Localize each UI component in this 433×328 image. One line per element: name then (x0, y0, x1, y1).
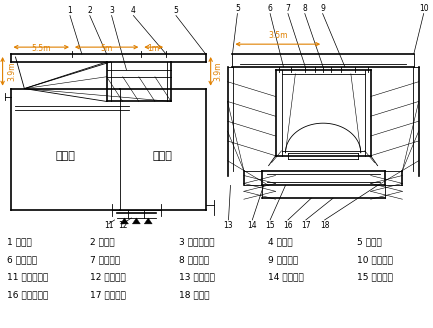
Text: 9 外模吊杆: 9 外模吊杆 (268, 255, 298, 264)
Text: 16: 16 (283, 221, 293, 230)
Polygon shape (132, 218, 140, 224)
Text: 5 前吊梁: 5 前吊梁 (357, 237, 382, 246)
Text: 4 主桁架: 4 主桁架 (268, 237, 293, 246)
Text: 5: 5 (235, 4, 240, 12)
Text: 15: 15 (265, 221, 275, 230)
Text: 13 外模滑道: 13 外模滑道 (179, 273, 215, 282)
Text: 2 后锚杆: 2 后锚杆 (90, 237, 114, 246)
Text: 18 外侧模: 18 外侧模 (179, 291, 210, 299)
Text: 7: 7 (285, 4, 291, 12)
Text: 17 底对拉杆: 17 底对拉杆 (90, 291, 126, 299)
Text: 3.9m: 3.9m (7, 62, 16, 81)
Text: 3: 3 (109, 6, 114, 14)
Text: 14: 14 (248, 221, 257, 230)
Text: 17: 17 (301, 221, 310, 230)
Text: 待浇块: 待浇块 (152, 151, 172, 161)
Text: 6: 6 (268, 4, 272, 12)
Text: 5m: 5m (100, 44, 113, 53)
Text: 12 底模纵梁: 12 底模纵梁 (90, 273, 126, 282)
Text: 已浇块: 已浇块 (55, 151, 75, 161)
Text: 8 底模吊杆: 8 底模吊杆 (179, 255, 209, 264)
Text: 3.5m: 3.5m (268, 31, 288, 40)
Text: 1m: 1m (148, 44, 160, 53)
Text: 7 主桁平联: 7 主桁平联 (90, 255, 120, 264)
Polygon shape (144, 218, 152, 224)
Text: 3.9m: 3.9m (213, 62, 223, 81)
Text: 2: 2 (87, 6, 92, 14)
Text: 6 内模吊杆: 6 内模吊杆 (6, 255, 37, 264)
Text: 4: 4 (131, 6, 136, 14)
Text: 15 底模滑道: 15 底模滑道 (357, 273, 393, 282)
Text: 14 内模滑道: 14 内模滑道 (268, 273, 304, 282)
Text: 8: 8 (302, 4, 307, 12)
Text: 3 桁架走行轨: 3 桁架走行轨 (179, 237, 214, 246)
Text: 11: 11 (104, 221, 113, 230)
Text: 1: 1 (68, 6, 72, 14)
Text: 16 腹板对拉杆: 16 腹板对拉杆 (6, 291, 48, 299)
Text: 13: 13 (224, 221, 233, 230)
Text: 5.5m: 5.5m (32, 44, 51, 53)
Text: 1 后锚梁: 1 后锚梁 (6, 237, 31, 246)
Polygon shape (120, 218, 129, 224)
Text: 10: 10 (419, 4, 429, 12)
Text: 11 底模后锚杆: 11 底模后锚杆 (6, 273, 48, 282)
Text: 10 顶对拉杆: 10 顶对拉杆 (357, 255, 393, 264)
Text: 18: 18 (320, 221, 330, 230)
Text: 9: 9 (320, 4, 325, 12)
Text: 12: 12 (118, 221, 127, 230)
Text: 5: 5 (174, 6, 178, 14)
